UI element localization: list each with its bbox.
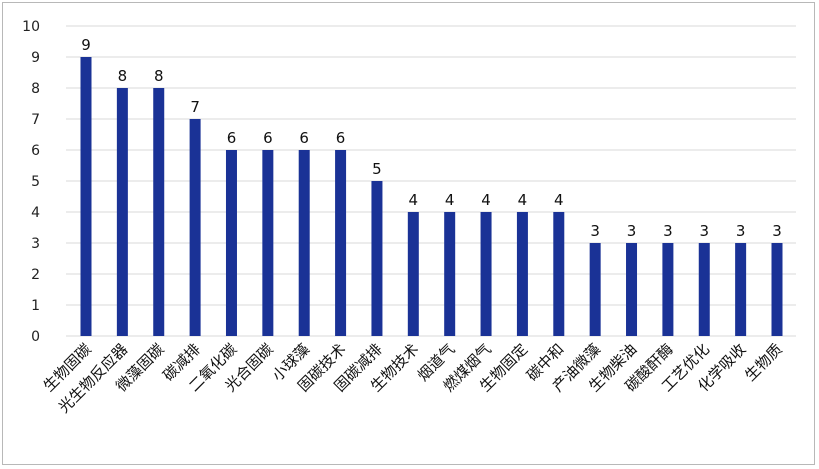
y-tick-label: 1 bbox=[31, 298, 40, 314]
bar bbox=[116, 88, 128, 336]
y-axis-ticks: 0 1 2 3 4 5 6 7 8 9 10 bbox=[22, 19, 40, 345]
bar bbox=[371, 181, 383, 336]
bar bbox=[153, 88, 165, 336]
y-tick-label: 7 bbox=[31, 112, 40, 128]
bar bbox=[626, 243, 638, 336]
data-label: 5 bbox=[372, 160, 382, 178]
data-label: 9 bbox=[81, 36, 91, 54]
data-label: 6 bbox=[299, 129, 309, 147]
bar bbox=[735, 243, 747, 336]
y-tick-label: 4 bbox=[31, 205, 40, 221]
bar bbox=[589, 243, 601, 336]
data-label: 8 bbox=[154, 67, 164, 85]
data-label: 3 bbox=[663, 222, 673, 240]
data-label: 3 bbox=[590, 222, 600, 240]
data-label: 7 bbox=[190, 98, 200, 116]
data-label: 3 bbox=[736, 222, 746, 240]
bar bbox=[335, 150, 347, 336]
data-label: 6 bbox=[336, 129, 346, 147]
gridlines bbox=[66, 25, 796, 337]
bar bbox=[225, 150, 237, 336]
data-label: 3 bbox=[772, 222, 782, 240]
bar bbox=[662, 243, 674, 336]
bar bbox=[262, 150, 274, 336]
y-tick-label: 5 bbox=[31, 174, 40, 190]
y-tick-label: 10 bbox=[22, 19, 40, 35]
data-label: 4 bbox=[409, 191, 419, 209]
data-label: 3 bbox=[627, 222, 637, 240]
bar bbox=[189, 119, 201, 336]
bar bbox=[407, 212, 419, 336]
x-tick-label: 生物质 bbox=[741, 340, 786, 385]
data-label: 4 bbox=[554, 191, 564, 209]
data-label: 8 bbox=[118, 67, 128, 85]
bar bbox=[771, 243, 783, 336]
data-labels: 9 8 8 7 6 6 6 6 5 4 4 4 4 4 3 3 3 3 3 3 bbox=[81, 36, 782, 240]
bar bbox=[698, 243, 710, 336]
data-label: 4 bbox=[518, 191, 528, 209]
bar bbox=[298, 150, 310, 336]
bar bbox=[444, 212, 456, 336]
data-label: 3 bbox=[699, 222, 709, 240]
data-label: 4 bbox=[445, 191, 455, 209]
y-tick-label: 9 bbox=[31, 50, 40, 66]
data-label: 6 bbox=[263, 129, 273, 147]
bar bbox=[80, 57, 92, 336]
bar bbox=[516, 212, 528, 336]
y-tick-label: 2 bbox=[31, 267, 40, 283]
data-label: 4 bbox=[481, 191, 491, 209]
data-label: 6 bbox=[227, 129, 237, 147]
y-tick-label: 0 bbox=[31, 329, 40, 345]
bars bbox=[80, 57, 783, 336]
bar bbox=[480, 212, 492, 336]
y-tick-label: 3 bbox=[31, 236, 40, 252]
y-tick-label: 8 bbox=[31, 81, 40, 97]
y-tick-label: 6 bbox=[31, 143, 40, 159]
bar bbox=[553, 212, 565, 336]
x-axis-labels: 生物固碳光生物反应器微藻固碳碳减排二氧化碳光合固碳小球藻固碳技术固碳减排生物技术… bbox=[40, 340, 786, 416]
